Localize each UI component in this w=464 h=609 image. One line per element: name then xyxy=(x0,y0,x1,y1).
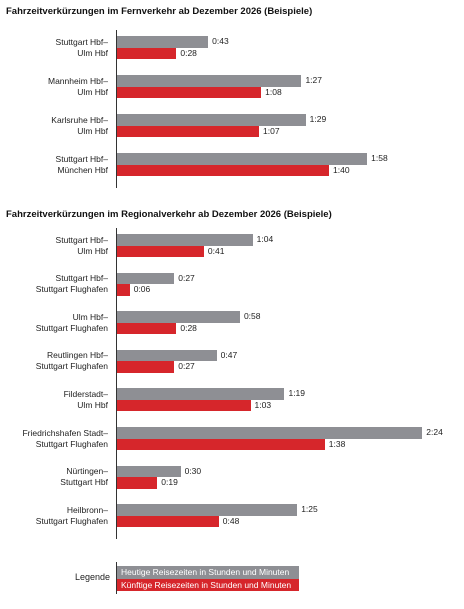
category-label: Karlsruhe Hbf– Ulm Hbf xyxy=(51,114,108,136)
value-label: 1:29 xyxy=(309,114,327,124)
value-label: 0:28 xyxy=(180,47,197,58)
bar xyxy=(117,86,262,98)
category-label: Heilbronn– Stuttgart Flughafen xyxy=(35,504,108,526)
value-label: 1:19 xyxy=(288,388,306,399)
value-label: 1:08 xyxy=(265,86,282,97)
value-label: 1:58 xyxy=(371,153,388,163)
bar xyxy=(117,399,251,412)
category-label: Reutlingen Hbf– Stuttgart Flughafen xyxy=(35,350,108,372)
bar xyxy=(117,322,177,335)
bar xyxy=(117,284,130,296)
chart-title: Fahrzeitverkürzungen im Fernverkehr ab D… xyxy=(6,6,313,17)
category-label: Stuttgart Hbf– Ulm Hbf xyxy=(55,234,108,256)
bar xyxy=(117,361,175,373)
bar xyxy=(117,388,285,400)
value-label: 0:28 xyxy=(180,322,197,333)
value-label: 1:04 xyxy=(256,234,274,244)
category-label: Filderstadt– Ulm Hbf xyxy=(63,388,108,410)
category-label: Stuttgart Hbf– Stuttgart Flughafen xyxy=(35,273,108,295)
category-label: Stuttgart Hbf– München Hbf xyxy=(55,153,108,175)
chart-title: Fahrzeitverkürzungen im Regionalverkehr … xyxy=(6,209,332,220)
value-label: 0:48 xyxy=(222,515,240,526)
category-label: Nürtingen– Stuttgart Hbf xyxy=(60,466,108,488)
value-label: 0:58 xyxy=(243,311,261,322)
value-label: 1:25 xyxy=(301,504,318,515)
bar xyxy=(117,311,240,323)
category-label: Friedrichshafen Stadt– Stuttgart Flughaf… xyxy=(22,427,108,449)
value-label: 0:19 xyxy=(161,477,178,488)
bar xyxy=(117,515,219,528)
bar xyxy=(117,75,302,87)
value-label: 0:47 xyxy=(220,349,238,360)
bar xyxy=(117,153,368,165)
bar xyxy=(117,114,306,126)
bar xyxy=(117,125,260,137)
bar xyxy=(117,427,423,439)
category-label: Ulm Hbf– Stuttgart Flughafen xyxy=(35,311,108,333)
bar xyxy=(117,245,204,257)
value-label: 0:41 xyxy=(207,245,225,256)
axis-line xyxy=(116,562,117,594)
value-label: 1:07 xyxy=(263,125,280,136)
legend-entry: Heutige Reisezeiten in Stunden und Minut… xyxy=(117,566,299,579)
axis-line xyxy=(116,30,117,188)
value-label: 0:43 xyxy=(212,36,229,46)
bar xyxy=(117,234,253,246)
axis-line xyxy=(116,228,117,539)
value-label: 2:24 xyxy=(426,427,443,437)
value-label: 1:03 xyxy=(254,399,272,410)
bar xyxy=(117,47,177,59)
bar xyxy=(117,164,329,176)
bar xyxy=(117,438,325,450)
bar xyxy=(117,477,158,489)
bar xyxy=(117,272,175,285)
value-label: 0:27 xyxy=(178,272,195,283)
bar xyxy=(117,349,217,362)
category-label: Mannheim Hbf– Ulm Hbf xyxy=(47,75,108,97)
value-label: 1:27 xyxy=(305,75,322,85)
value-label: 1:38 xyxy=(328,438,346,449)
value-label: 0:27 xyxy=(178,361,195,372)
value-label: 0:06 xyxy=(133,284,151,295)
legend-title: Legende xyxy=(75,572,111,582)
bar xyxy=(117,36,209,48)
category-label: Stuttgart Hbf– Ulm Hbf xyxy=(55,36,108,58)
value-label: 0:30 xyxy=(184,465,202,476)
legend-entry: Künftige Reisezeiten in Stunden und Minu… xyxy=(117,578,299,591)
bar xyxy=(117,465,181,478)
bar xyxy=(117,504,298,516)
value-label: 1:40 xyxy=(333,164,350,175)
